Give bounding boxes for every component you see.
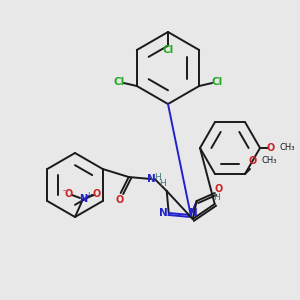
Text: N: N bbox=[189, 208, 198, 218]
Text: -: - bbox=[62, 187, 65, 196]
Text: H: H bbox=[159, 178, 166, 188]
Text: CH₃: CH₃ bbox=[262, 157, 278, 166]
Text: O: O bbox=[116, 195, 124, 205]
Text: Cl: Cl bbox=[212, 77, 223, 87]
Text: H: H bbox=[213, 193, 220, 202]
Text: Cl: Cl bbox=[113, 77, 124, 87]
Text: CH₃: CH₃ bbox=[280, 143, 296, 152]
Text: N: N bbox=[159, 208, 168, 218]
Text: O: O bbox=[267, 143, 275, 153]
Text: N: N bbox=[147, 174, 156, 184]
Text: Cl: Cl bbox=[162, 45, 174, 55]
Text: O: O bbox=[249, 156, 257, 166]
Text: O: O bbox=[93, 189, 101, 199]
Text: O: O bbox=[214, 184, 223, 194]
Text: N: N bbox=[79, 194, 87, 204]
Text: O: O bbox=[65, 189, 73, 199]
Text: +: + bbox=[85, 191, 91, 200]
Text: H: H bbox=[154, 172, 161, 182]
